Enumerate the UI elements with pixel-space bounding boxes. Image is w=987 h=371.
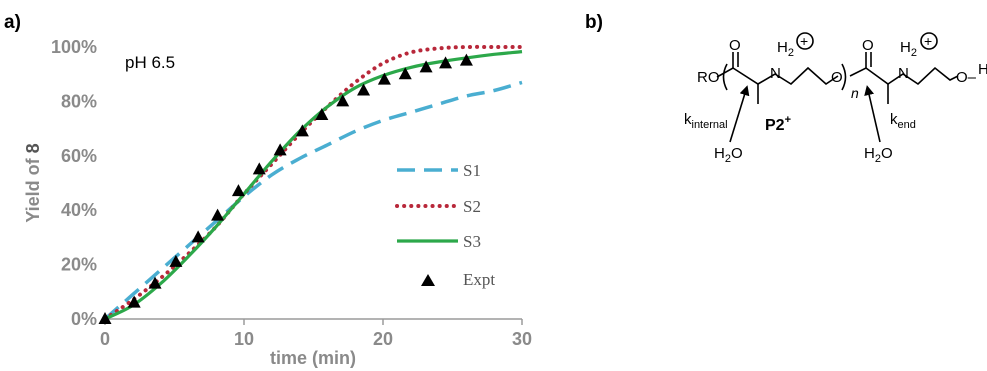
h2-1: H2 xyxy=(777,39,794,59)
water-2: H2O xyxy=(864,145,893,165)
expt-point xyxy=(169,254,183,267)
water-1: H2O xyxy=(714,145,743,165)
n-atom-1: N xyxy=(770,65,781,82)
series-layer xyxy=(98,44,524,324)
expt-point xyxy=(148,276,162,289)
legend-label-s2: S2 xyxy=(463,197,481,216)
expt-point xyxy=(231,184,245,197)
y-tick-label: 20% xyxy=(61,255,97,275)
expt-point xyxy=(295,124,309,137)
panel-label-b: b) xyxy=(585,12,603,33)
arrow-internal xyxy=(729,85,750,143)
expt-point xyxy=(211,208,225,221)
y-tick-label: 100% xyxy=(51,37,97,57)
h2-2: H2 xyxy=(900,39,917,59)
charge-1: + xyxy=(800,33,808,49)
carbonyl-o-2: O xyxy=(862,37,874,54)
yield-chart: 0 10 20 30 0% 20% 40% 60% 80% 100% time (min) Yi… xyxy=(23,37,532,368)
charge-2: + xyxy=(924,33,932,49)
right-repeat-bracket xyxy=(841,63,847,91)
repeat-n: n xyxy=(851,85,859,101)
panel-label-a: a) xyxy=(4,12,21,33)
structure-labels: RO O O H2 N + O n H2 N + O– H P2+ kinter… xyxy=(684,33,987,165)
charge-circle-2 xyxy=(920,32,938,50)
expt-point xyxy=(273,143,287,156)
ph-annotation: pH 6.5 xyxy=(125,53,175,72)
x-tick-label: 0 xyxy=(100,329,110,349)
compound-label: P2+ xyxy=(765,114,791,134)
y-tick-label: 40% xyxy=(61,200,97,220)
expt-point xyxy=(336,94,350,107)
y-ticks: 0% 20% 40% 60% 80% 100% xyxy=(51,37,97,329)
y-tick-label: 60% xyxy=(61,146,97,166)
backbone-bonds-1 xyxy=(716,66,839,86)
y-tick-label: 80% xyxy=(61,91,97,111)
arrow-end xyxy=(864,85,881,143)
y-axis-title: Yield of 8 xyxy=(23,143,43,222)
p2-structure xyxy=(716,32,959,143)
ro-group: RO xyxy=(697,69,720,86)
x-tick-label: 30 xyxy=(512,329,532,349)
ether-o: O xyxy=(831,69,843,86)
x-axis-title: time (min) xyxy=(270,348,356,368)
expt-point xyxy=(191,230,205,243)
x-ticks: 0 10 20 30 xyxy=(100,319,532,349)
expt-point xyxy=(315,108,329,120)
y-tick-label: 0% xyxy=(71,309,97,329)
n-atom-2: N xyxy=(898,65,909,82)
expt-point xyxy=(377,72,391,85)
legend-label-s3: S3 xyxy=(463,232,481,251)
expt-point xyxy=(98,312,112,324)
expt-point xyxy=(459,53,473,66)
x-tick-label: 20 xyxy=(373,329,393,349)
k-end: kend xyxy=(890,111,916,131)
expt-point xyxy=(252,162,266,175)
backbone-bonds-2 xyxy=(849,66,959,86)
expt-point xyxy=(419,60,433,73)
k-internal: kinternal xyxy=(684,111,728,131)
expt-point xyxy=(398,67,412,80)
charge-circle-1 xyxy=(796,32,814,50)
terminal-o: O– xyxy=(956,69,977,86)
series-line-s3 xyxy=(104,50,523,321)
legend-marker-expt xyxy=(421,274,435,286)
legend-label-s1: S1 xyxy=(463,161,481,180)
carbonyl-o-1: O xyxy=(729,37,741,54)
x-tick-label: 10 xyxy=(234,329,254,349)
left-repeat-bracket xyxy=(722,63,728,91)
expt-point xyxy=(127,295,141,308)
legend-label-expt: Expt xyxy=(463,270,495,289)
legend: S1 S2 S3 Expt xyxy=(395,161,495,289)
expt-point xyxy=(357,83,371,96)
expt-point xyxy=(439,56,453,69)
terminal-h: H xyxy=(978,61,987,78)
